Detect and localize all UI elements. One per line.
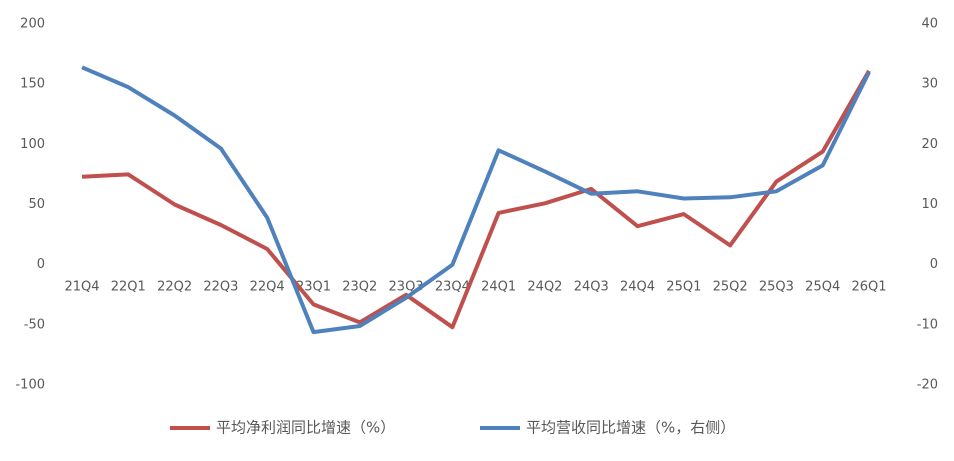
y-tick-label: 50	[28, 197, 45, 212]
y2-tick-label: 30	[921, 77, 938, 92]
x-tick-label: 22Q2	[157, 280, 192, 295]
y2-tick-label: 40	[921, 17, 938, 32]
x-tick-label: 25Q2	[713, 280, 748, 295]
x-tick-label: 24Q1	[481, 280, 516, 295]
y-tick-label: -50	[24, 317, 45, 332]
x-tick-label: 24Q3	[574, 280, 609, 295]
legend-label: 平均营收同比增速（%，右侧）	[526, 419, 735, 437]
x-tick-label: 25Q4	[805, 280, 840, 295]
series-line	[81, 65, 871, 335]
y2-tick-label: -10	[917, 317, 938, 332]
y-tick-label: 0	[37, 257, 45, 272]
x-tick-label: 25Q1	[666, 280, 701, 295]
x-tick-label: 24Q2	[527, 280, 562, 295]
y-tick-label: 200	[20, 17, 45, 32]
x-tick-label: 23Q1	[296, 280, 331, 295]
x-tick-label: 23Q4	[435, 280, 470, 295]
x-tick-label: 22Q3	[203, 280, 238, 295]
y-tick-label: 150	[20, 77, 45, 92]
y2-tick-label: 20	[921, 137, 938, 152]
x-tick-label: 23Q2	[342, 280, 377, 295]
x-tick-label: 24Q4	[620, 280, 655, 295]
x-tick-label: 25Q3	[759, 280, 794, 295]
x-tick-label: 22Q4	[250, 280, 285, 295]
y-tick-label: -100	[15, 378, 45, 393]
x-tick-label: 26Q1	[851, 280, 886, 295]
y2-tick-label: 10	[921, 197, 938, 212]
y2-tick-label: -20	[917, 378, 938, 393]
y-tick-label: 100	[20, 137, 45, 152]
y2-tick-label: 0	[930, 257, 938, 272]
x-tick-label: 22Q1	[111, 280, 146, 295]
legend-label: 平均净利润同比增速（%）	[216, 419, 395, 437]
series-line	[81, 69, 871, 330]
x-tick-label: 21Q4	[64, 280, 99, 295]
